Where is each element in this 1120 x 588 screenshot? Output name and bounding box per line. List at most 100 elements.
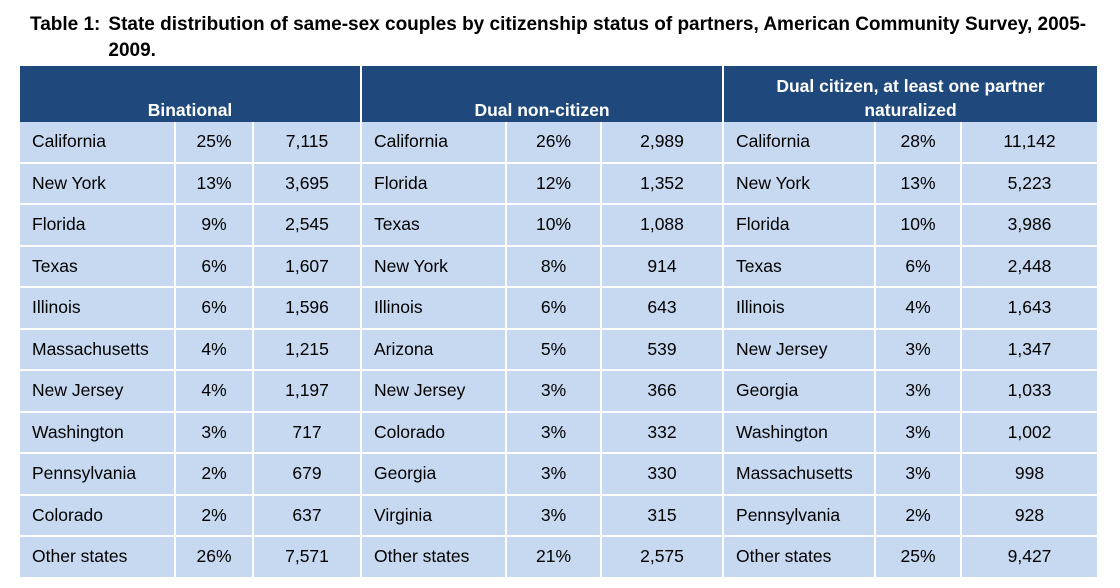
g1-num-cell: 717: [252, 411, 362, 454]
g3-num-cell: 2,448: [960, 245, 1098, 288]
g3-pct-cell: 3%: [874, 370, 962, 413]
g1-state-cell: Illinois: [20, 287, 175, 330]
g1-num-cell: 3,695: [252, 162, 362, 205]
g1-num-cell: 1,596: [252, 287, 362, 330]
g3-state-cell: Massachusetts: [722, 453, 876, 496]
table-row: Colorado 2% 637 Virginia 3% 315 Pennsylvania 2%…: [20, 494, 1098, 537]
g3-state-cell: California: [722, 122, 876, 164]
g3-pct-cell: 6%: [874, 245, 962, 288]
state-distribution-table: Binational Dual non-citizen Dual citizen…: [20, 66, 1098, 579]
g2-pct-cell: 8%: [505, 245, 601, 288]
g1-pct-cell: 6%: [174, 287, 253, 330]
g2-state-cell: New Jersey: [360, 370, 506, 413]
g1-pct-cell: 2%: [174, 453, 253, 496]
g1-pct-cell: 3%: [174, 411, 253, 454]
g1-num-cell: 1,607: [252, 245, 362, 288]
g2-pct-cell: 3%: [505, 370, 601, 413]
g3-num-cell: 998: [960, 453, 1098, 496]
table-row: Illinois 6% 1,596 Illinois 6% 643 Illinois 4% 1,…: [20, 287, 1098, 330]
g2-state-cell: California: [360, 122, 506, 164]
g2-num-cell: 1,352: [599, 162, 725, 205]
g1-state-cell: New York: [20, 162, 175, 205]
table-row: Florida 9% 2,545 Texas 10% 1,088 Florida 10% 3,9…: [20, 204, 1098, 247]
g2-state-cell: Florida: [360, 162, 506, 205]
g1-num-cell: 679: [252, 453, 362, 496]
g3-pct-cell: 2%: [874, 494, 962, 537]
table-row: Washington 3% 717 Colorado 3% 332 Washington 3%…: [20, 411, 1098, 454]
g1-num-cell: 2,545: [252, 204, 362, 247]
g3-num-cell: 1,643: [960, 287, 1098, 330]
g2-num-cell: 539: [599, 328, 725, 371]
g2-pct-cell: 12%: [505, 162, 601, 205]
table-row: Texas 6% 1,607 New York 8% 914 Texas 6% 2,448: [20, 245, 1098, 288]
g3-state-cell: Illinois: [722, 287, 876, 330]
g1-state-cell: New Jersey: [20, 370, 175, 413]
g2-num-cell: 914: [599, 245, 725, 288]
header-binational: Binational: [20, 66, 362, 122]
g2-num-cell: 643: [599, 287, 725, 330]
g1-pct-cell: 2%: [174, 494, 253, 537]
g3-state-cell: Other states: [722, 536, 876, 579]
g3-pct-cell: 25%: [874, 536, 962, 579]
g1-pct-cell: 4%: [174, 370, 253, 413]
g1-state-cell: Massachusetts: [20, 328, 175, 371]
g1-state-cell: Texas: [20, 245, 175, 288]
g3-state-cell: New York: [722, 162, 876, 205]
g2-num-cell: 366: [599, 370, 725, 413]
table-row: Massachusetts 4% 1,215 Arizona 5% 539 New Jers…: [20, 328, 1098, 371]
g1-state-cell: Colorado: [20, 494, 175, 537]
g2-pct-cell: 3%: [505, 411, 601, 454]
g3-pct-cell: 3%: [874, 453, 962, 496]
g3-num-cell: 928: [960, 494, 1098, 537]
g3-state-cell: Texas: [722, 245, 876, 288]
header-dual-citizen: Dual citizen, at least one partner natur…: [723, 66, 1098, 122]
caption-text: State distribution of same-sex couples b…: [108, 14, 1087, 61]
g3-num-cell: 9,427: [960, 536, 1098, 579]
g3-num-cell: 1,002: [960, 411, 1098, 454]
g3-pct-cell: 28%: [874, 122, 962, 164]
table-row: New Jersey 4% 1,197 New Jersey 3% 366 Georgia 3…: [20, 370, 1098, 413]
g2-num-cell: 2,575: [599, 536, 725, 579]
g1-num-cell: 1,197: [252, 370, 362, 413]
header-row: Binational Dual non-citizen Dual citizen…: [20, 66, 1098, 122]
g1-num-cell: 637: [252, 494, 362, 537]
g3-num-cell: 11,142: [960, 122, 1098, 164]
g1-state-cell: Other states: [20, 536, 175, 579]
g2-state-cell: Arizona: [360, 328, 506, 371]
header-dual-non-citizen: Dual non-citizen: [361, 66, 725, 122]
g2-state-cell: New York: [360, 245, 506, 288]
g2-pct-cell: 3%: [505, 494, 601, 537]
g1-num-cell: 7,571: [252, 536, 362, 579]
g1-num-cell: 7,115: [252, 122, 362, 164]
g2-state-cell: Texas: [360, 204, 506, 247]
g1-pct-cell: 9%: [174, 204, 253, 247]
g3-num-cell: 1,033: [960, 370, 1098, 413]
g1-state-cell: California: [20, 122, 175, 164]
g1-pct-cell: 13%: [174, 162, 253, 205]
table-caption: Table 1: State distribution of same-sex …: [30, 12, 1110, 64]
g3-state-cell: Florida: [722, 204, 876, 247]
g2-num-cell: 2,989: [599, 122, 725, 164]
g3-pct-cell: 3%: [874, 328, 962, 371]
g3-state-cell: Pennsylvania: [722, 494, 876, 537]
g2-pct-cell: 6%: [505, 287, 601, 330]
g3-num-cell: 3,986: [960, 204, 1098, 247]
g3-num-cell: 5,223: [960, 162, 1098, 205]
g3-state-cell: Georgia: [722, 370, 876, 413]
g3-state-cell: Washington: [722, 411, 876, 454]
g2-state-cell: Colorado: [360, 411, 506, 454]
g1-pct-cell: 25%: [174, 122, 253, 164]
g2-pct-cell: 26%: [505, 122, 601, 164]
g2-num-cell: 315: [599, 494, 725, 537]
g2-pct-cell: 5%: [505, 328, 601, 371]
caption-label: Table 1:: [30, 14, 101, 35]
g2-state-cell: Virginia: [360, 494, 506, 537]
table-row: California 25% 7,115 California 26% 2,989 Cali…: [20, 122, 1098, 164]
g1-pct-cell: 26%: [174, 536, 253, 579]
table-row: New York 13% 3,695 Florida 12% 1,352 New York 1…: [20, 162, 1098, 205]
g2-state-cell: Georgia: [360, 453, 506, 496]
g3-pct-cell: 4%: [874, 287, 962, 330]
g1-state-cell: Florida: [20, 204, 175, 247]
g3-pct-cell: 3%: [874, 411, 962, 454]
g1-state-cell: Pennsylvania: [20, 453, 175, 496]
